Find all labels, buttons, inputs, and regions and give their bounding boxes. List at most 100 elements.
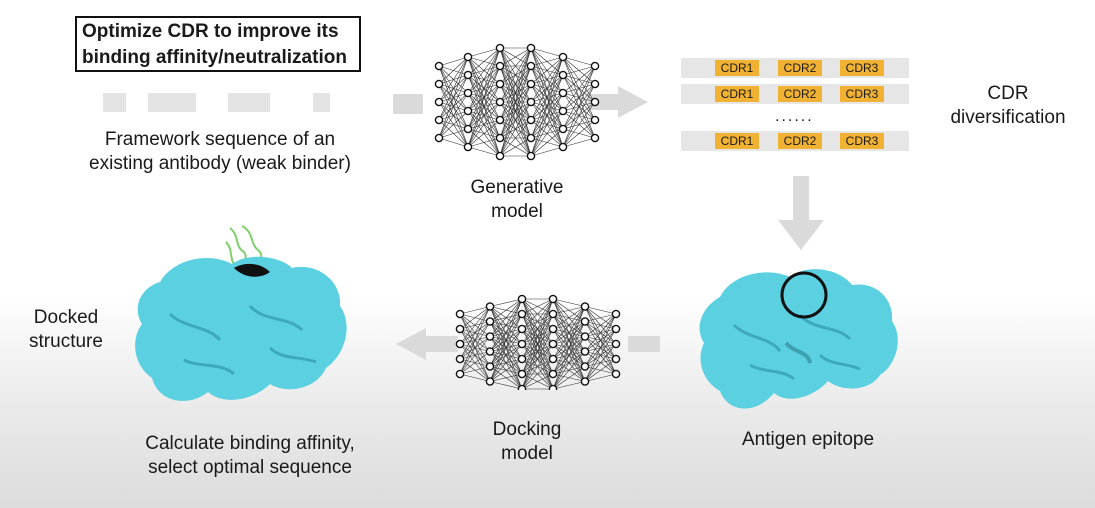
network-edge [459, 306, 491, 315]
network-node [526, 79, 536, 89]
network-edge [467, 119, 501, 148]
network-edge [499, 119, 532, 157]
network-node [580, 347, 590, 356]
network-node [485, 332, 495, 341]
network-edge [467, 47, 501, 148]
network-edge [459, 373, 491, 382]
network-node [558, 106, 568, 116]
network-node [580, 317, 590, 326]
network-edge [459, 306, 491, 345]
network-node [463, 88, 473, 98]
network-node [517, 354, 527, 364]
network-edge [552, 381, 586, 390]
network-edge [438, 56, 469, 121]
network-edge [489, 358, 523, 382]
network-edge [530, 146, 564, 157]
network-node [558, 142, 568, 152]
network-edge [467, 146, 501, 157]
antigen-structure [699, 269, 898, 409]
network-edge [552, 306, 586, 330]
network-edge [467, 47, 501, 94]
cdr-diversification-label: CDR diversification [928, 82, 1088, 130]
network-node [590, 97, 600, 107]
network-edge [467, 47, 501, 112]
network-node [434, 133, 444, 143]
framework-caption-line-2: existing antibody (weak binder) [89, 153, 351, 174]
framework-segment [148, 93, 196, 112]
network-node [463, 106, 473, 116]
cdr2-chip: CDR2 [778, 133, 822, 149]
down-arrow-head [778, 220, 824, 250]
input-arrow [393, 94, 423, 114]
docked-structure-label-line-1: Docked [33, 307, 99, 328]
network-edge [459, 306, 491, 360]
network-edge [562, 65, 596, 94]
network-edge [489, 298, 523, 307]
network-node [580, 362, 590, 371]
network-edge [521, 298, 554, 360]
network-edge [530, 128, 564, 157]
network-edge [521, 298, 554, 330]
network-node [495, 61, 505, 71]
down-arrow [778, 176, 824, 250]
network-edge [552, 336, 586, 390]
cdr2-chip: CDR2 [778, 60, 822, 76]
network-edge [562, 56, 596, 67]
network-edge [499, 137, 532, 157]
generative-model-label-line-1: Generative [470, 177, 564, 198]
framework-caption-line-1: Framework sequence of an [104, 129, 336, 150]
network-edge [584, 313, 617, 337]
network-node [463, 52, 473, 62]
network-node [558, 88, 568, 98]
network-node [526, 151, 536, 161]
network-edge [584, 313, 617, 322]
network-edge [521, 298, 554, 390]
network-edge [584, 358, 617, 382]
network-edge [499, 47, 532, 85]
docking-model-label-line-2: model [501, 443, 553, 464]
network-edge [499, 47, 532, 121]
network-node [517, 294, 527, 304]
network-edge [521, 343, 554, 390]
network-node [548, 309, 558, 319]
cdr1-chip: CDR1 [715, 86, 759, 102]
network-node [580, 377, 590, 386]
cdr-row-2: CDR1 CDR2 CDR3 [681, 84, 909, 104]
network-node [517, 369, 527, 379]
network-node [434, 115, 444, 125]
docking-network-graph [455, 294, 621, 390]
network-node [590, 133, 600, 143]
network-edge [562, 83, 596, 148]
cdr-ellipsis: ...... [775, 108, 814, 125]
network-edge [489, 373, 523, 382]
network-edge [489, 328, 523, 382]
generative-model-label: Generative model [452, 176, 582, 224]
cdr1-chip: CDR1 [715, 60, 759, 76]
network-edge [438, 74, 469, 139]
network-edge [530, 74, 564, 157]
network-edge [521, 373, 554, 390]
network-node [548, 369, 558, 379]
network-edge [552, 366, 586, 390]
network-edge [467, 83, 501, 148]
network-edge [562, 137, 596, 148]
network-node [434, 61, 444, 71]
framework-segment [103, 93, 126, 112]
network-node [463, 70, 473, 80]
network-edge [499, 47, 532, 139]
network-edge [467, 47, 501, 130]
network-edge [467, 101, 501, 148]
network-edge [530, 56, 564, 85]
generative-model-label-line-2: model [491, 201, 543, 222]
network-node [434, 79, 444, 89]
network-node [485, 362, 495, 371]
network-edge [438, 56, 469, 85]
cdr-diversification-line-2: diversification [950, 107, 1066, 128]
network-edge [438, 56, 469, 139]
network-node [495, 151, 505, 161]
network-edge [521, 298, 554, 315]
network-edge [530, 56, 564, 121]
network-node [455, 309, 465, 319]
network-edge [438, 56, 469, 103]
network-node [526, 61, 536, 71]
